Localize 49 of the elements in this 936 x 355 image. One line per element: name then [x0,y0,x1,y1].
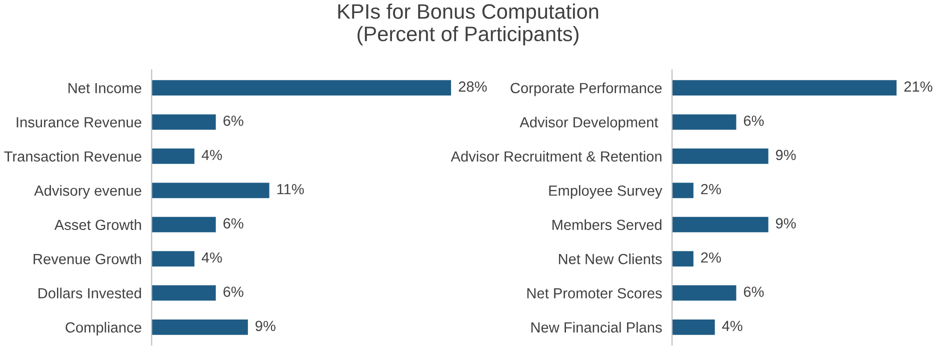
bar [152,251,194,266]
data-label: 2% [701,184,721,194]
data-label: 21% [904,81,932,92]
bar [672,319,715,335]
bar [672,182,694,198]
data-label: 4% [202,252,222,263]
bar [152,285,216,301]
bar [152,80,452,96]
bar [672,80,897,96]
data-label: 6% [224,286,244,297]
data-label: 9% [776,150,796,160]
y-tick-label: Dollars Invested [38,288,141,298]
bar [152,148,194,164]
y-tick-label: Advisor Recruitment & Retention [450,150,662,162]
data-label: 9% [776,218,796,229]
data-label: 6% [224,116,244,126]
data-label: 9% [256,320,276,332]
y-tick-label: Corporate Performance [510,82,662,96]
y-tick-label: Advisory evenue [34,185,142,199]
bar [152,182,270,198]
y-tick-label: Advisor Development [520,116,658,130]
y-tick-label: Net New Clients [558,254,662,264]
data-label: 28% [458,81,487,92]
y-tick-label: Members Served [552,219,662,230]
y-tick-label: Transaction Revenue [4,150,142,162]
y-tick-label: Net Promoter Scores [527,288,662,298]
bar [672,251,694,266]
bar [672,285,736,301]
y-tick-label: Compliance [66,322,142,336]
y-tick-label: Net Income [68,83,142,94]
bar [672,216,768,232]
data-label: 11% [277,184,304,194]
y-tick-label: Insurance Revenue [16,117,142,128]
data-label: 4% [202,150,222,160]
data-label: 6% [744,116,764,126]
bar [152,216,216,232]
data-label: 4% [722,320,742,332]
bar [672,114,736,130]
data-label: 6% [744,286,764,297]
y-tick-label: New Financial Plans [531,322,662,333]
chart-title: KPIs for Bonus Computation (Percent of Participants) [338,4,598,46]
y-tick-label: Asset Growth [54,219,141,230]
bar [152,114,216,130]
y-tick-label: Employee Survey [549,185,662,199]
bar [152,319,248,335]
data-label: 6% [224,218,244,229]
data-label: 2% [701,252,721,263]
bar [672,148,768,164]
y-tick-label: Revenue Growth [34,254,141,264]
